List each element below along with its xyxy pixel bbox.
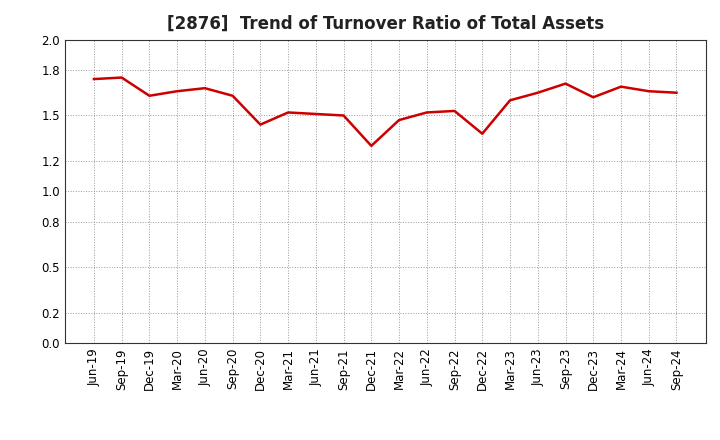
Title: [2876]  Trend of Turnover Ratio of Total Assets: [2876] Trend of Turnover Ratio of Total … xyxy=(166,15,604,33)
